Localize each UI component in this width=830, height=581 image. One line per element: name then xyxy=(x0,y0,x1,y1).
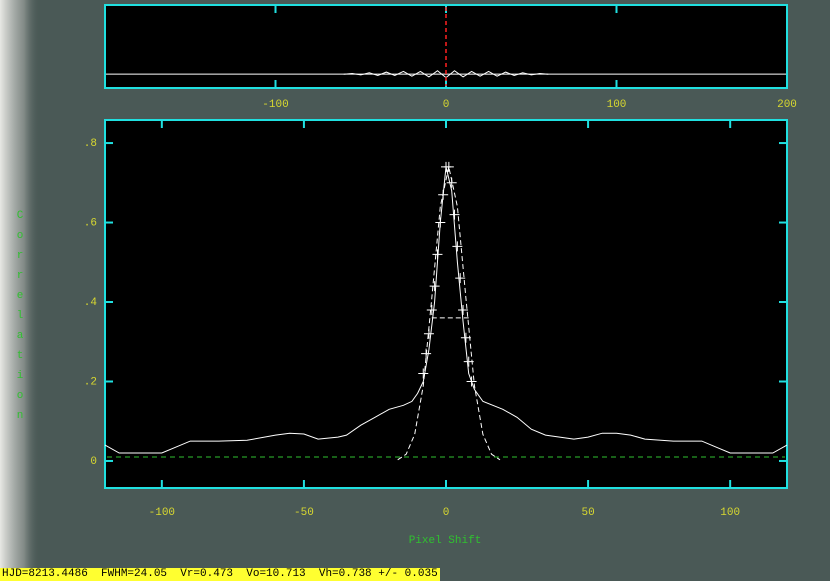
data-point xyxy=(443,161,454,172)
data-point xyxy=(438,189,449,200)
data-point xyxy=(455,273,466,284)
data-point xyxy=(458,304,469,315)
data-point xyxy=(446,177,457,188)
y-tick-label: .2 xyxy=(84,376,97,388)
y-axis-label: Correlation xyxy=(14,210,26,430)
data-point xyxy=(435,217,446,228)
x-tick-label: -50 xyxy=(294,507,314,519)
data-point xyxy=(418,368,429,379)
y-tick-label: .8 xyxy=(84,138,97,150)
main-panel xyxy=(104,119,788,489)
x-tick-label: 50 xyxy=(581,507,594,519)
data-point xyxy=(452,241,463,252)
x-tick-label: 0 xyxy=(443,507,450,519)
y-tick-label: .4 xyxy=(84,297,98,309)
data-point xyxy=(423,328,434,339)
x-tick-label: 100 xyxy=(720,507,740,519)
data-point xyxy=(421,348,432,359)
data-point xyxy=(429,281,440,292)
x-axis-label: Pixel Shift xyxy=(409,535,482,547)
x-tick-label: 200 xyxy=(777,99,797,111)
y-tick-label: .6 xyxy=(84,217,97,229)
data-point xyxy=(466,376,477,387)
data-point xyxy=(463,356,474,367)
data-point xyxy=(426,304,437,315)
x-tick-label: -100 xyxy=(149,507,175,519)
status-line: HJD=8213.4486 FWHM=24.05 Vr=0.473 Vo=10.… xyxy=(0,568,440,581)
background-image xyxy=(0,0,40,581)
data-point xyxy=(449,209,460,220)
y-tick-label: 0 xyxy=(90,456,97,468)
x-tick-label: -100 xyxy=(262,99,288,111)
data-line xyxy=(397,166,501,461)
data-point xyxy=(432,249,443,260)
data-point xyxy=(460,332,471,343)
x-tick-label: 100 xyxy=(607,99,627,111)
x-tick-label: 0 xyxy=(443,99,450,111)
